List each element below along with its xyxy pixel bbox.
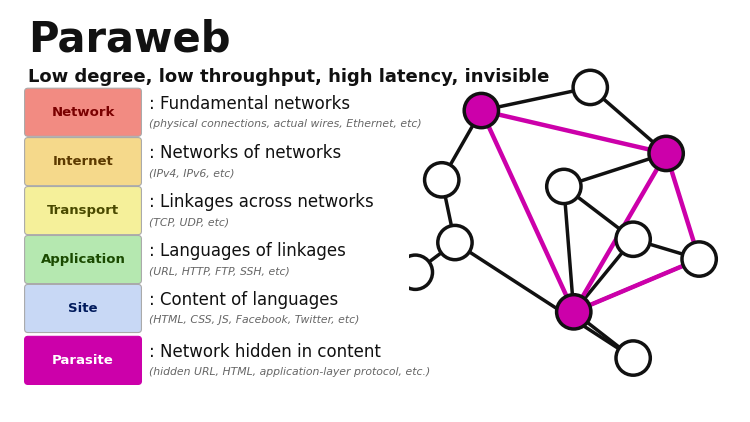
Circle shape bbox=[682, 242, 716, 276]
Circle shape bbox=[424, 162, 459, 197]
Text: : Content of languages: : Content of languages bbox=[148, 291, 338, 309]
Text: Transport: Transport bbox=[47, 204, 119, 217]
Text: : Network hidden in content: : Network hidden in content bbox=[148, 343, 381, 361]
Circle shape bbox=[573, 70, 608, 105]
Text: Internet: Internet bbox=[53, 155, 113, 168]
Circle shape bbox=[556, 295, 591, 329]
Circle shape bbox=[464, 93, 499, 128]
Circle shape bbox=[438, 225, 472, 260]
Text: (HTML, CSS, JS, Facebook, Twitter, etc): (HTML, CSS, JS, Facebook, Twitter, etc) bbox=[148, 315, 359, 325]
FancyBboxPatch shape bbox=[25, 284, 142, 333]
Text: Paraweb: Paraweb bbox=[28, 19, 231, 61]
Text: : Linkages across networks: : Linkages across networks bbox=[148, 193, 374, 211]
Text: : Fundamental networks: : Fundamental networks bbox=[148, 95, 350, 113]
FancyBboxPatch shape bbox=[25, 88, 142, 136]
Text: (hidden URL, HTML, application-layer protocol, etc.): (hidden URL, HTML, application-layer pro… bbox=[148, 367, 430, 377]
Text: Network: Network bbox=[51, 106, 115, 119]
FancyBboxPatch shape bbox=[25, 138, 142, 186]
Text: Parasite: Parasite bbox=[53, 354, 114, 367]
Circle shape bbox=[649, 136, 683, 170]
FancyBboxPatch shape bbox=[25, 235, 142, 284]
Text: : Networks of networks: : Networks of networks bbox=[148, 144, 341, 162]
Text: : Languages of linkages: : Languages of linkages bbox=[148, 242, 346, 260]
Circle shape bbox=[616, 222, 650, 257]
FancyBboxPatch shape bbox=[25, 187, 142, 235]
Text: (physical connections, actual wires, Ethernet, etc): (physical connections, actual wires, Eth… bbox=[148, 119, 422, 129]
Text: (URL, HTTP, FTP, SSH, etc): (URL, HTTP, FTP, SSH, etc) bbox=[148, 266, 290, 276]
Text: Application: Application bbox=[40, 253, 125, 266]
FancyBboxPatch shape bbox=[25, 336, 142, 384]
Circle shape bbox=[398, 255, 433, 289]
Text: Low degree, low throughput, high latency, invisible: Low degree, low throughput, high latency… bbox=[28, 68, 550, 86]
Text: (IPv4, IPv6, etc): (IPv4, IPv6, etc) bbox=[148, 168, 234, 178]
Circle shape bbox=[616, 341, 650, 375]
Circle shape bbox=[547, 169, 581, 203]
Text: Site: Site bbox=[68, 302, 98, 315]
Text: (TCP, UDP, etc): (TCP, UDP, etc) bbox=[148, 217, 229, 227]
